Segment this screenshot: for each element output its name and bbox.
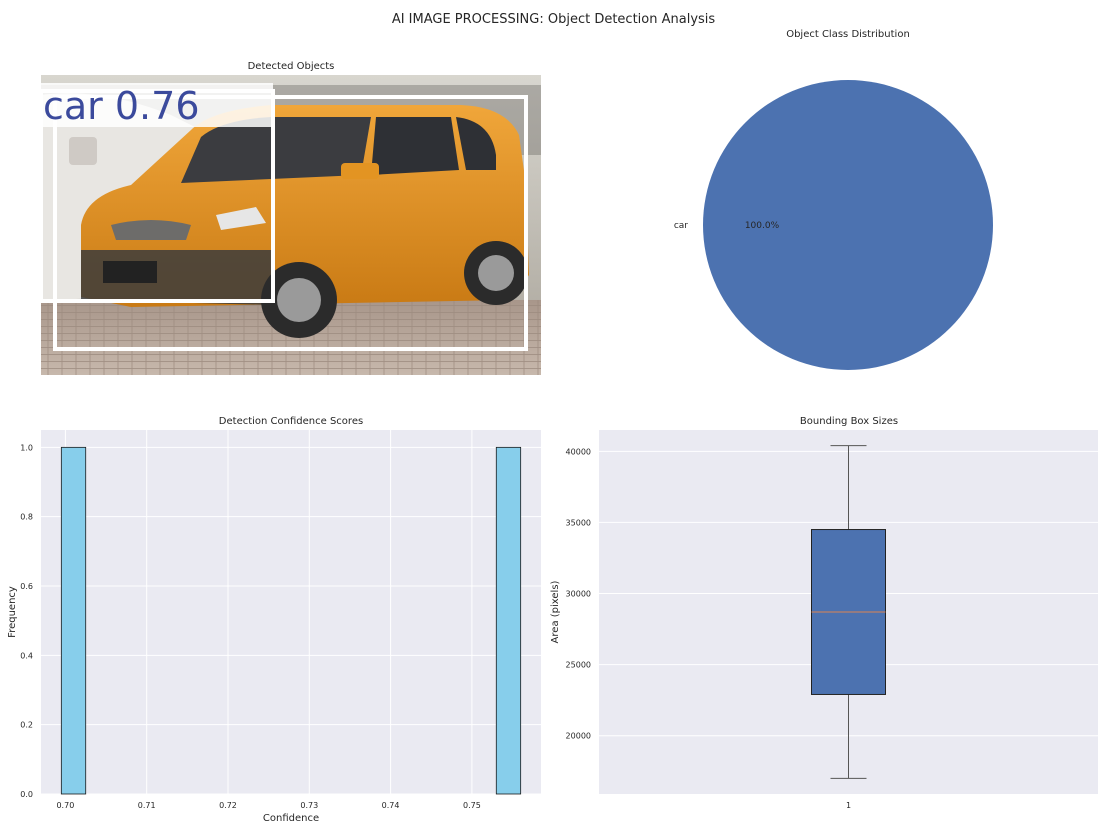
hist-ytick-label: 0.0 [20, 790, 33, 799]
hist-ytick-label: 0.4 [20, 651, 33, 660]
detected-objects-title: Detected Objects [247, 61, 335, 72]
box-ylabel: Area (pixels) [550, 580, 561, 643]
hist-ytick-label: 1.0 [20, 443, 33, 452]
box-ytick-label: 30000 [566, 590, 591, 599]
box-xtick-label: 1 [846, 801, 851, 810]
detected-objects-image: car 0.76 [41, 75, 541, 375]
hist-xtick-label: 0.70 [56, 801, 74, 810]
hist-bar [60, 446, 87, 795]
hist-xtick-label: 0.73 [300, 801, 318, 810]
hist-ylabel: Frequency [7, 586, 18, 638]
hist-plot-area [41, 430, 541, 794]
box-ytick-label: 20000 [566, 732, 591, 741]
pie-label-car: car [674, 221, 688, 231]
pie-slice-car [703, 80, 993, 370]
box-ytick-label: 40000 [566, 447, 591, 456]
hist-ytick-label: 0.8 [20, 513, 33, 522]
hist-xtick-label: 0.72 [219, 801, 237, 810]
hist-bar [495, 446, 522, 795]
hist-xlabel: Confidence [263, 813, 319, 824]
detection-label: car 0.76 [43, 84, 200, 128]
pie-autopct-car: 100.0% [745, 221, 780, 231]
detection-label-bg [41, 83, 273, 127]
orange-car [81, 105, 529, 338]
box-ytick-label: 25000 [566, 661, 591, 670]
box-title: Bounding Box Sizes [799, 416, 899, 427]
hist-ytick-label: 0.2 [20, 721, 33, 730]
hist-xtick-label: 0.74 [382, 801, 400, 810]
hist-xtick-label: 0.75 [463, 801, 481, 810]
detection-box-large [53, 95, 528, 351]
hist-xtick-label: 0.71 [138, 801, 156, 810]
figure-title: AI IMAGE PROCESSING: Object Detection An… [391, 12, 716, 27]
pie-chart: car 100.0% [674, 80, 993, 370]
box-ytick-label: 35000 [566, 518, 591, 527]
hist-title: Detection Confidence Scores [218, 416, 364, 427]
boxplot-chart: 20000 25000 30000 35000 40000 1 Area (pixels… [550, 430, 1098, 810]
hist-ytick-label: 0.6 [20, 582, 33, 591]
pie-title: Object Class Distribution [786, 29, 910, 40]
histogram-chart: 0.70 0.71 0.72 0.73 0.74 0.75 0.0 0.2 0.4 0.6 0.8… [7, 430, 541, 824]
